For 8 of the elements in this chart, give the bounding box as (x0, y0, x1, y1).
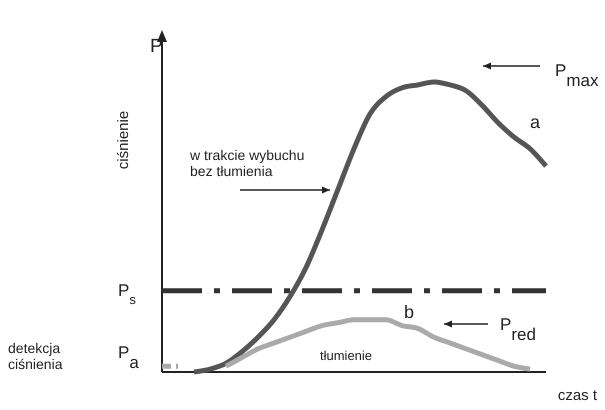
ref-line-label: P$_{s}$ (118, 280, 136, 306)
annotation: tłumienie (320, 348, 372, 363)
text: detekcja ciśnienia (8, 340, 63, 372)
x-axis-title: czas t (558, 387, 598, 404)
series-label: a (530, 112, 541, 132)
series-label: b (404, 302, 414, 322)
y-axis-title: ciśnienie (115, 110, 132, 170)
annotation: w trakcie wybuchu bez tłumienia (189, 147, 304, 180)
